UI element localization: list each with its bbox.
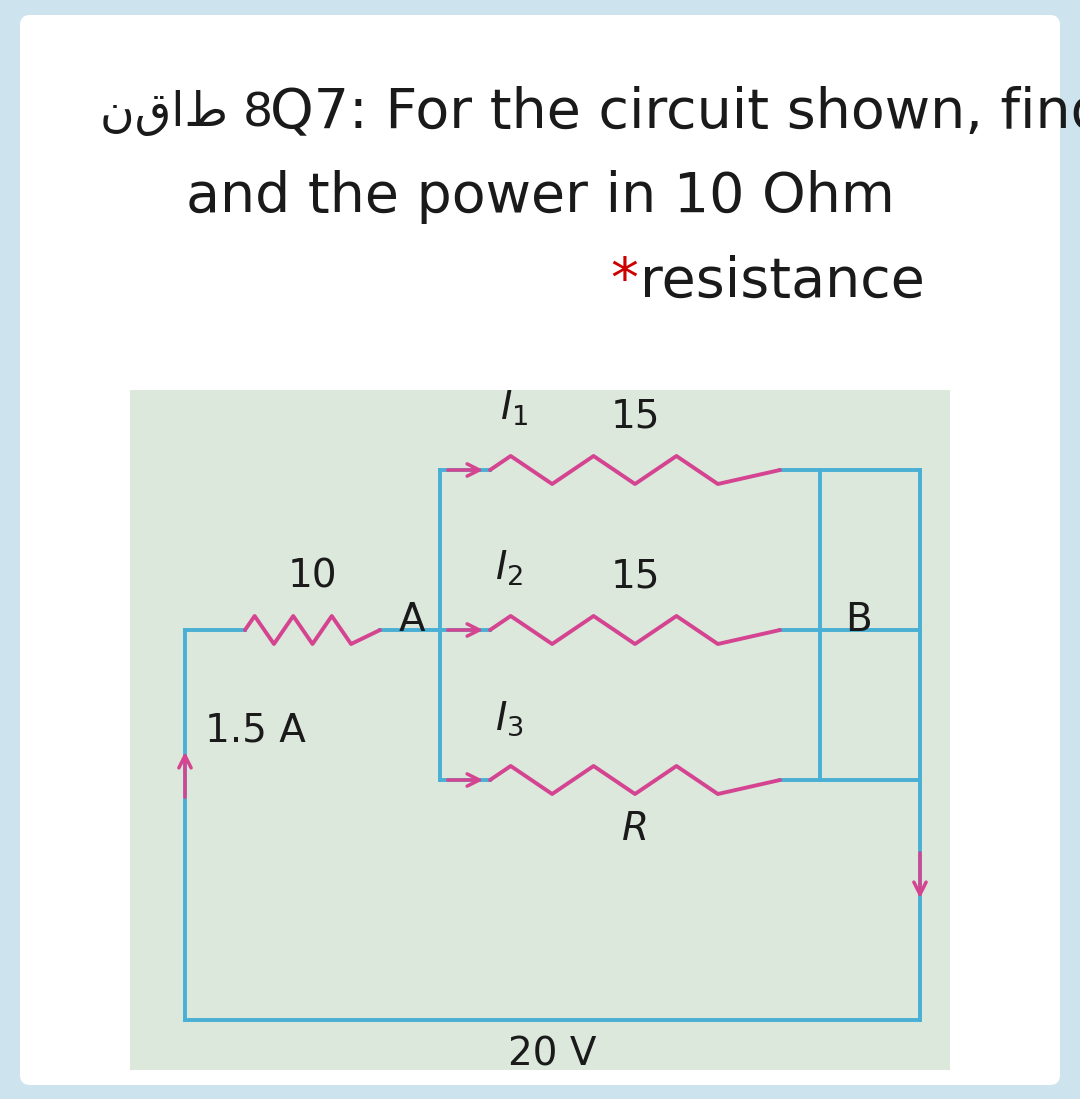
Text: $I_3$: $I_3$: [495, 699, 524, 739]
Text: $I_1$: $I_1$: [500, 389, 528, 428]
Text: 20 V: 20 V: [509, 1035, 597, 1073]
Bar: [130, 390, 950, 1070]
FancyBboxPatch shape: [21, 15, 1059, 1085]
Text: resistance: resistance: [640, 255, 924, 309]
Text: B: B: [845, 601, 872, 639]
Text: $I_2$: $I_2$: [495, 548, 523, 588]
Text: 1.5 A: 1.5 A: [205, 711, 306, 750]
Text: R: R: [621, 810, 648, 848]
Text: 15: 15: [610, 557, 660, 595]
Text: A: A: [399, 601, 426, 639]
Text: نقاط 8: نقاط 8: [100, 90, 273, 136]
Text: 10: 10: [287, 557, 337, 595]
Text: 15: 15: [610, 397, 660, 435]
Text: *: *: [610, 255, 638, 309]
Text: Q7: For the circuit shown, find R: Q7: For the circuit shown, find R: [270, 85, 1080, 138]
Text: and the power in 10 Ohm: and the power in 10 Ohm: [186, 170, 894, 224]
